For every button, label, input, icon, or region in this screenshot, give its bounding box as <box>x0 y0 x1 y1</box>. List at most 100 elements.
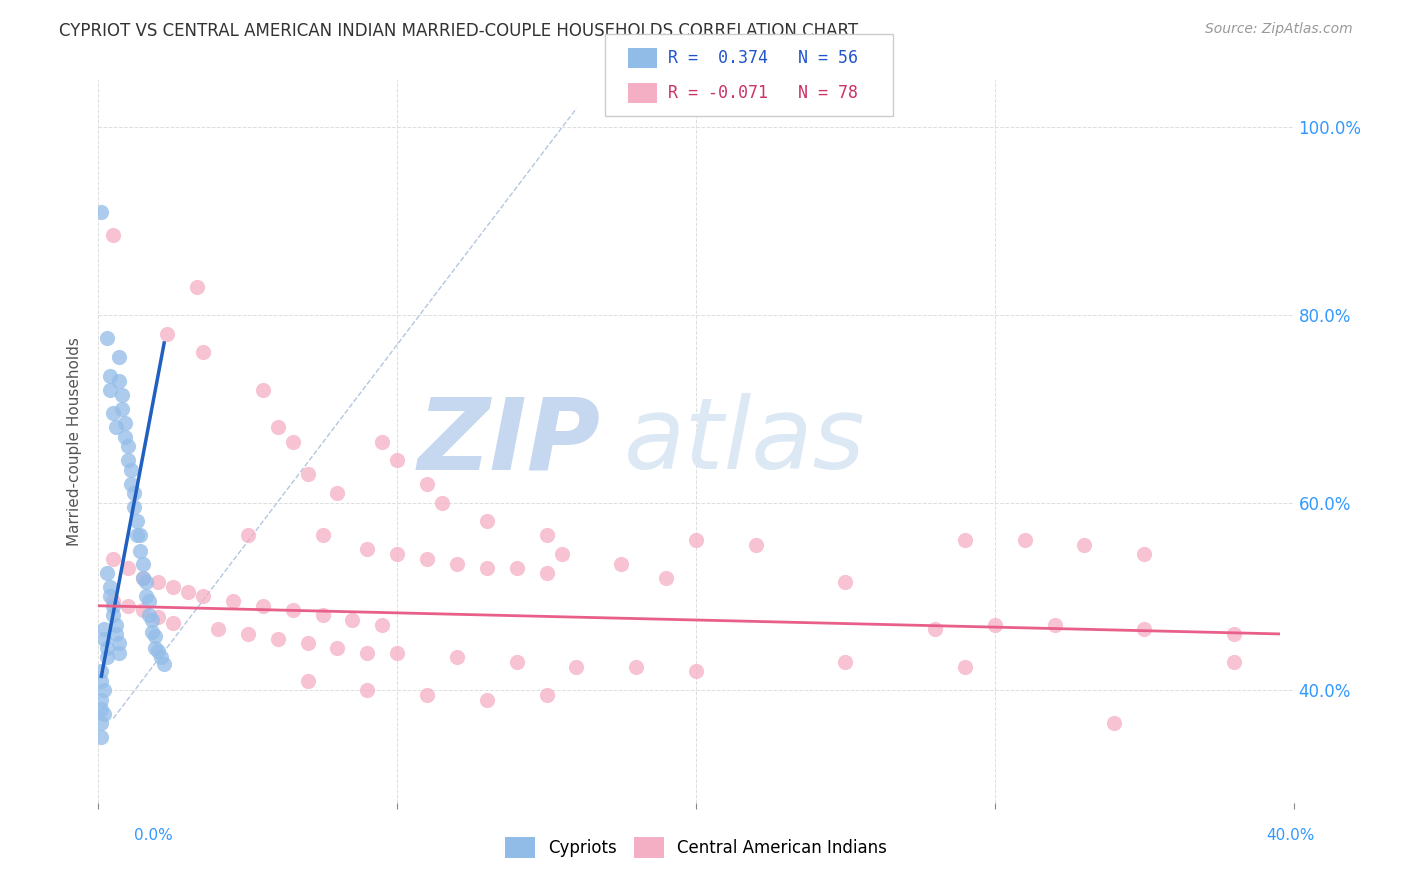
Point <box>108 646 131 660</box>
Point <box>236 627 259 641</box>
Point <box>162 615 184 630</box>
Point <box>120 463 142 477</box>
Text: 40.0%: 40.0% <box>1267 828 1315 843</box>
Point <box>132 571 155 585</box>
Point <box>416 688 439 702</box>
Point <box>117 439 139 453</box>
Point <box>135 575 157 590</box>
Point <box>207 622 229 636</box>
Point <box>186 279 208 293</box>
Point <box>446 557 468 571</box>
Text: atlas: atlas <box>624 393 866 490</box>
Point <box>1133 622 1156 636</box>
Point <box>148 644 170 658</box>
Point <box>626 659 648 673</box>
Point <box>297 636 319 650</box>
Point <box>610 557 633 571</box>
Point <box>297 467 319 482</box>
Point <box>117 599 139 613</box>
Point <box>90 673 112 688</box>
Text: R =  0.374   N = 56: R = 0.374 N = 56 <box>668 49 858 67</box>
Point <box>281 434 304 449</box>
Point <box>475 692 498 706</box>
Point <box>90 692 112 706</box>
Point <box>114 416 136 430</box>
Point <box>550 547 572 561</box>
Point <box>385 547 409 561</box>
Point <box>162 580 184 594</box>
Point <box>98 590 122 604</box>
Point <box>108 636 131 650</box>
Point <box>475 561 498 575</box>
Point <box>536 688 558 702</box>
Point <box>93 632 115 646</box>
Point <box>371 617 394 632</box>
Point <box>129 528 152 542</box>
Point <box>150 650 173 665</box>
Point <box>98 368 122 383</box>
Point <box>191 345 214 359</box>
Y-axis label: Married-couple Households: Married-couple Households <box>67 337 83 546</box>
Point <box>103 608 125 623</box>
Point <box>953 659 976 673</box>
Point <box>141 613 163 627</box>
Point <box>565 659 588 673</box>
Point <box>326 640 349 655</box>
Point <box>105 627 128 641</box>
Point <box>108 374 131 388</box>
Point <box>96 566 118 580</box>
Point <box>267 420 290 434</box>
Point <box>105 617 128 632</box>
Point <box>108 350 131 364</box>
Text: ZIP: ZIP <box>418 393 600 490</box>
Point <box>416 476 439 491</box>
Point <box>536 528 558 542</box>
Point <box>90 665 112 679</box>
Point <box>132 603 155 617</box>
Point <box>93 706 115 721</box>
Point <box>129 544 152 558</box>
Point <box>536 566 558 580</box>
Point <box>103 228 125 243</box>
Point <box>416 551 439 566</box>
Point <box>953 533 976 547</box>
Point <box>1073 538 1095 552</box>
Point <box>984 617 1007 632</box>
Point <box>93 622 115 636</box>
Point <box>1223 627 1246 641</box>
Point <box>117 561 139 575</box>
Point <box>103 594 125 608</box>
Point <box>148 610 170 624</box>
Point <box>685 665 707 679</box>
Point <box>138 608 160 623</box>
Point <box>103 599 125 613</box>
Point <box>138 594 160 608</box>
Point <box>834 655 856 669</box>
Point <box>148 575 170 590</box>
Point <box>177 584 200 599</box>
Point <box>685 533 707 547</box>
Point <box>117 453 139 467</box>
Point <box>222 594 245 608</box>
Point <box>143 640 166 655</box>
Point <box>103 406 125 420</box>
Point <box>135 590 157 604</box>
Point <box>297 673 319 688</box>
Point <box>105 420 128 434</box>
Point <box>1223 655 1246 669</box>
Point <box>127 514 149 528</box>
Text: 0.0%: 0.0% <box>134 828 173 843</box>
Point <box>90 730 112 744</box>
Point <box>111 401 134 416</box>
Text: Source: ZipAtlas.com: Source: ZipAtlas.com <box>1205 22 1353 37</box>
Point <box>103 551 125 566</box>
Point <box>371 434 394 449</box>
Point <box>356 646 378 660</box>
Point <box>96 640 118 655</box>
Point <box>124 486 146 500</box>
Point <box>90 702 112 716</box>
Point <box>143 629 166 643</box>
Point <box>90 204 112 219</box>
Point <box>834 575 856 590</box>
Point <box>342 613 364 627</box>
